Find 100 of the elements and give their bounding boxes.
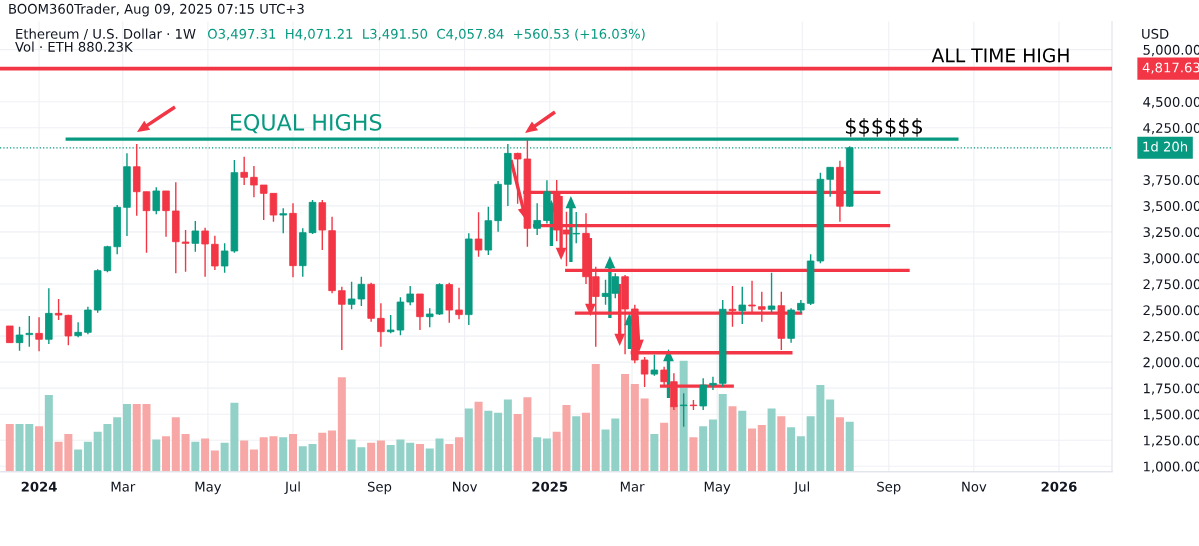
bar bbox=[152, 439, 161, 472]
candlestick bbox=[474, 211, 483, 258]
text: BOOM360Trader, Aug 09, 2025 07:15 UTC+3 bbox=[9, 3, 304, 17]
candlestick bbox=[338, 286, 346, 351]
candlestick bbox=[377, 302, 385, 348]
bar bbox=[738, 410, 747, 472]
candlestick bbox=[533, 202, 541, 236]
bar bbox=[455, 437, 464, 472]
bar bbox=[484, 410, 493, 472]
bar bbox=[318, 432, 327, 472]
candlestick bbox=[279, 207, 287, 235]
bar bbox=[35, 426, 44, 472]
x-tick-label: Mar bbox=[620, 481, 645, 492]
annotation: ALL TIME HIGH bbox=[931, 48, 1069, 63]
bar bbox=[845, 421, 854, 472]
chart-title: Ethereum / U.S. Dollar · 1W bbox=[16, 28, 196, 40]
bar bbox=[796, 436, 805, 472]
candlestick bbox=[640, 356, 649, 388]
candlestick bbox=[240, 156, 248, 186]
x-tick-label: Mar bbox=[111, 481, 136, 492]
bar bbox=[630, 383, 639, 472]
bar bbox=[640, 398, 649, 472]
bar bbox=[591, 364, 600, 472]
bar bbox=[503, 399, 512, 472]
bar bbox=[210, 450, 219, 472]
candlestick bbox=[767, 271, 776, 314]
candlestick bbox=[84, 306, 92, 336]
bar bbox=[113, 417, 122, 472]
bar bbox=[650, 433, 659, 472]
candlestick bbox=[201, 226, 209, 278]
candlestick bbox=[162, 190, 170, 238]
ref-line-label: 1d 20h bbox=[1143, 141, 1188, 152]
x-tick-label: Nov bbox=[962, 481, 987, 492]
bar bbox=[542, 438, 551, 472]
bar bbox=[74, 449, 83, 472]
x-tick-label: Sep bbox=[367, 481, 392, 495]
bar bbox=[201, 438, 210, 472]
bar bbox=[122, 403, 131, 472]
candlestick bbox=[152, 186, 161, 216]
bar bbox=[445, 443, 454, 472]
bar bbox=[298, 446, 307, 472]
bar bbox=[748, 428, 757, 472]
bar bbox=[171, 417, 180, 472]
candlestick bbox=[650, 354, 659, 377]
candlestick bbox=[191, 220, 200, 253]
x-tick-label: May bbox=[195, 481, 222, 495]
bar bbox=[767, 408, 776, 472]
candlestick bbox=[211, 234, 219, 271]
bar bbox=[44, 395, 53, 472]
bar bbox=[835, 417, 844, 472]
bar bbox=[415, 443, 424, 472]
bar bbox=[288, 433, 297, 472]
x-tick-label: May bbox=[704, 481, 731, 495]
bar bbox=[181, 433, 190, 472]
candlestick bbox=[699, 377, 707, 411]
bar bbox=[308, 443, 317, 472]
bar bbox=[689, 437, 698, 472]
bar bbox=[83, 441, 92, 472]
bar bbox=[572, 416, 581, 472]
bar bbox=[718, 393, 727, 472]
bar bbox=[328, 430, 337, 472]
bar bbox=[162, 436, 171, 472]
chart-subtitle: O3,497.31 H4,071.21 L3,491.50 C4,057.84 +560.53 (+16.03%) bbox=[207, 28, 645, 41]
x-tick-label: Sep bbox=[877, 481, 901, 495]
x-tick-label: 2026 bbox=[1041, 481, 1077, 492]
bar bbox=[757, 425, 766, 472]
bar bbox=[581, 412, 590, 472]
bar bbox=[699, 426, 708, 472]
y-axis-title: USD bbox=[1142, 28, 1169, 39]
bar bbox=[728, 406, 737, 472]
candlestick bbox=[181, 229, 190, 273]
bar bbox=[367, 442, 376, 472]
x-tick-label: Nov bbox=[453, 481, 478, 492]
bar bbox=[533, 437, 542, 472]
x-tick-label: 2025 bbox=[532, 481, 568, 492]
candlestick bbox=[738, 286, 746, 325]
candlestick bbox=[35, 316, 43, 352]
bar bbox=[5, 423, 14, 472]
annotation: EQUAL HIGHS bbox=[231, 113, 382, 134]
bar bbox=[474, 401, 483, 472]
ref-line-label: 4,817.63 bbox=[1142, 62, 1199, 74]
annotation: Vol · ETH 880.23K bbox=[15, 41, 133, 52]
candlestick bbox=[679, 392, 688, 428]
candlestick bbox=[142, 191, 151, 254]
candlestick bbox=[826, 166, 834, 198]
candlestick bbox=[425, 307, 434, 329]
bar bbox=[826, 399, 835, 472]
bar bbox=[249, 449, 258, 472]
candlestick bbox=[709, 376, 717, 391]
bar bbox=[787, 427, 796, 472]
candlestick bbox=[455, 286, 463, 321]
bar bbox=[621, 374, 630, 472]
x-tick-label: Jul bbox=[284, 481, 300, 495]
bar bbox=[777, 416, 786, 472]
candlestick bbox=[406, 285, 414, 307]
annotation: $$$$$$ bbox=[845, 117, 923, 137]
candlestick bbox=[416, 293, 424, 331]
bar bbox=[660, 422, 669, 472]
bar bbox=[708, 419, 717, 472]
bar bbox=[240, 440, 249, 472]
